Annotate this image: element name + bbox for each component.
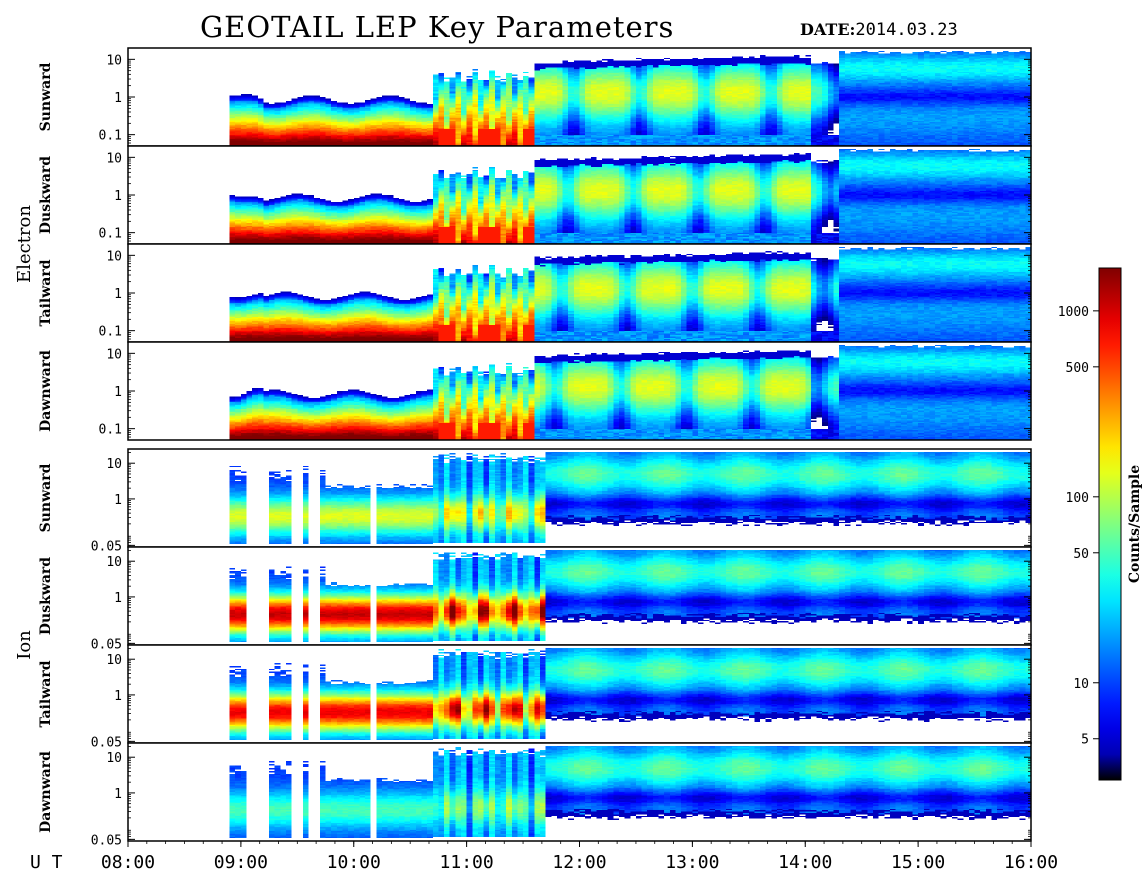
spectrogram-image (128, 48, 1031, 146)
colorbar-tick-label: 50 (1073, 547, 1089, 562)
panel-ion-duskward: Duskward 10 1 0.05 (38, 546, 1032, 652)
panel-electron-dawnward: Dawnward 10 1 0.1 (38, 341, 1032, 441)
y-tick-label: 1 (114, 287, 122, 302)
colorbar-tick-label: 100 (1066, 491, 1089, 506)
x-tick-label: 08:00 (101, 852, 155, 873)
x-tick-label: 10:00 (327, 852, 381, 873)
spectrogram-image (128, 645, 1031, 743)
panel-ion-sunward: Sunward 10 1 0.05 (38, 448, 1032, 554)
x-tick-label: 11:00 (440, 852, 494, 873)
y-tick-label: 1 (114, 189, 122, 204)
x-tick-label: 16:00 (1004, 852, 1058, 873)
x-tick-label: 14:00 (778, 852, 832, 873)
x-tick-label: 15:00 (891, 852, 945, 873)
y-tick-label: 0.1 (99, 325, 122, 340)
panel-label: Duskward (38, 557, 54, 635)
colorbar-tick-label: 5 (1081, 733, 1089, 748)
y-tick-label: 0.05 (91, 833, 122, 848)
spectrogram-image (128, 547, 1031, 645)
panel-label: Sunward (38, 463, 54, 532)
spectrogram-image (128, 342, 1031, 440)
y-tick-label: 10 (106, 53, 122, 68)
y-tick-label: 10 (106, 653, 122, 668)
panel-label: Tailward (38, 259, 54, 326)
panel-electron-sunward: Sunward 10 1 0.1 (38, 47, 1032, 147)
y-tick-label: 0.1 (99, 129, 122, 144)
y-tick-label: 0.1 (99, 423, 122, 438)
x-axis: U T 08:00 09:00 10:00 11:00 12:00 13:00 14:00 15… (30, 841, 1058, 873)
y-tick-label: 10 (106, 151, 122, 166)
panel-ion-dawnward: Dawnward 10 1 0.05 (38, 742, 1032, 848)
y-tick-label: 1 (114, 91, 122, 106)
panel-electron-tailward: Tailward 10 1 0.1 (38, 243, 1032, 343)
colorbar-tick-label: 1000 (1058, 305, 1089, 320)
y-tick-label: 1 (114, 689, 122, 704)
y-tick-label: 0.05 (91, 637, 122, 652)
y-tick-label: 10 (106, 751, 122, 766)
panel-label: Dawnward (38, 751, 54, 833)
date-stamp: DATE:2014.03.23 (800, 20, 958, 40)
x-tick-label: 12:00 (552, 852, 606, 873)
y-tick-label: 10 (106, 347, 122, 362)
group-label-ion: Ion (14, 630, 35, 660)
date-label: DATE: (800, 20, 856, 39)
colorbar-gradient (1098, 267, 1122, 781)
y-tick-label: 1 (114, 591, 122, 606)
colorbar-tick-label: 500 (1066, 361, 1089, 376)
y-tick-label: 0.05 (91, 735, 122, 750)
y-tick-label: 1 (114, 493, 122, 508)
x-tick-label: 09:00 (214, 852, 268, 873)
y-tick-label: 10 (106, 249, 122, 264)
panel-label: Sunward (38, 62, 54, 131)
y-tick-label: 0.05 (91, 539, 122, 554)
spectrogram-image (128, 244, 1031, 342)
panel-electron-duskward: Duskward 10 1 0.1 (38, 145, 1032, 245)
colorbar-label: Counts/Sample (1127, 465, 1142, 583)
colorbar: 1000 500 100 50 10 5 Counts/Sample (1058, 267, 1142, 781)
spectrogram-image (128, 146, 1031, 244)
y-tick-label: 10 (106, 457, 122, 472)
date-value: 2014.03.23 (855, 20, 958, 40)
panel-label: Dawnward (38, 350, 54, 432)
panel-label: Duskward (38, 156, 54, 234)
y-tick-label: 10 (106, 555, 122, 570)
chart-title: GEOTAIL LEP Key Parameters (200, 10, 675, 44)
group-label-electron: Electron (14, 205, 35, 283)
y-tick-label: 1 (114, 385, 122, 400)
colorbar-tick-label: 10 (1073, 677, 1089, 692)
spectrogram-image (128, 743, 1031, 841)
panel-label: Tailward (38, 660, 54, 727)
x-tick-label: 13:00 (665, 852, 719, 873)
y-tick-label: 0.1 (99, 227, 122, 242)
spectrogram-image (128, 449, 1031, 547)
panel-ion-tailward: Tailward 10 1 0.05 (38, 644, 1032, 750)
x-axis-label: U T (30, 852, 63, 873)
y-tick-label: 1 (114, 787, 122, 802)
